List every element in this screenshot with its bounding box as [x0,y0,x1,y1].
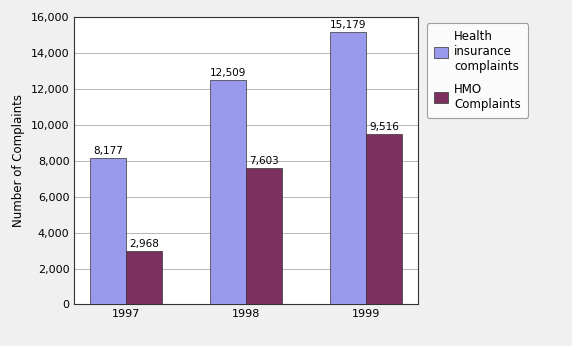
Text: 7,603: 7,603 [249,156,279,166]
Bar [210,80,246,304]
Text: 15,179: 15,179 [329,20,366,30]
Text: 2,968: 2,968 [129,239,159,249]
Bar [246,168,282,304]
Legend: Health
insurance
complaints, HMO
Complaints: Health insurance complaints, HMO Complai… [427,23,528,118]
Bar [366,134,402,304]
Y-axis label: Number of Complaints: Number of Complaints [13,94,25,227]
Text: 9,516: 9,516 [369,121,399,131]
Text: 8,177: 8,177 [93,146,123,156]
Bar [330,32,366,304]
Bar [90,158,126,304]
Bar [126,251,162,304]
Text: 12,509: 12,509 [210,68,246,78]
